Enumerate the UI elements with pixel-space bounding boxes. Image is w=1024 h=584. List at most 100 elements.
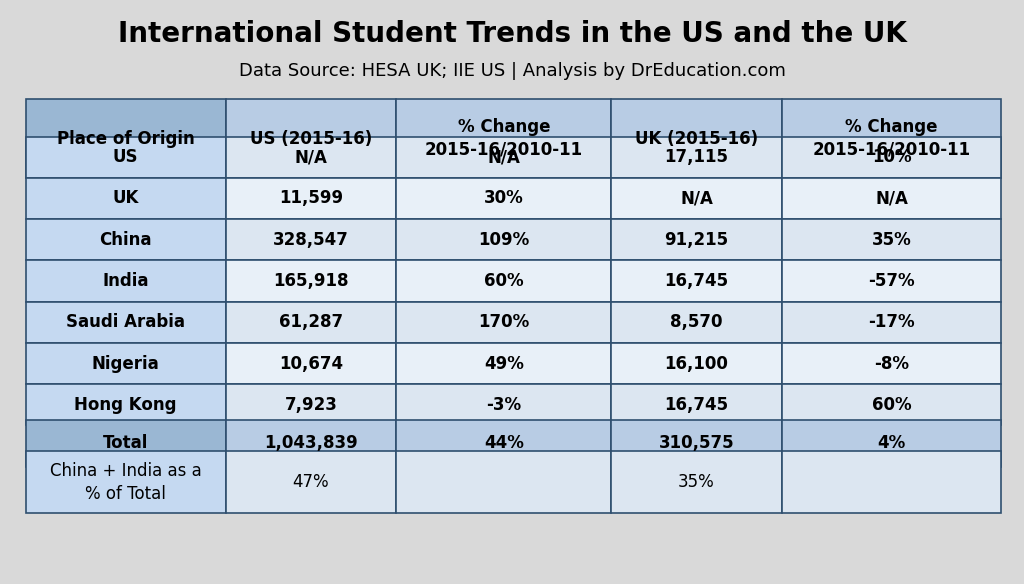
Text: 1,043,839: 1,043,839 xyxy=(264,434,358,453)
Text: 16,100: 16,100 xyxy=(665,354,728,373)
Bar xyxy=(225,219,396,260)
Text: UK: UK xyxy=(113,189,139,207)
Bar xyxy=(611,178,782,219)
Text: -8%: -8% xyxy=(874,354,909,373)
Bar xyxy=(782,420,1001,467)
Text: % Change
2015-16/2010-11: % Change 2015-16/2010-11 xyxy=(425,119,583,159)
Text: US (2015-16): US (2015-16) xyxy=(250,130,372,148)
Bar xyxy=(396,451,611,513)
Bar xyxy=(611,451,782,513)
Bar xyxy=(611,301,782,343)
Bar xyxy=(225,99,396,178)
Text: 60%: 60% xyxy=(871,396,911,414)
Text: N/A: N/A xyxy=(876,189,908,207)
Text: China: China xyxy=(99,231,152,249)
Text: 8,570: 8,570 xyxy=(671,313,723,331)
Bar xyxy=(782,99,1001,178)
Bar xyxy=(782,178,1001,219)
Bar xyxy=(225,451,396,513)
Text: 47%: 47% xyxy=(293,474,330,491)
Bar xyxy=(396,99,611,178)
Text: Hong Kong: Hong Kong xyxy=(75,396,177,414)
Bar xyxy=(396,260,611,301)
Bar xyxy=(225,384,396,426)
Text: 165,918: 165,918 xyxy=(273,272,349,290)
Bar xyxy=(611,99,782,178)
Bar xyxy=(225,260,396,301)
Text: -3%: -3% xyxy=(486,396,521,414)
Text: China + India as a
% of Total: China + India as a % of Total xyxy=(50,463,202,502)
Text: International Student Trends in the US and the UK: International Student Trends in the US a… xyxy=(118,20,906,48)
Bar xyxy=(26,343,225,384)
Text: Total: Total xyxy=(103,434,148,453)
Bar xyxy=(611,384,782,426)
Text: US: US xyxy=(113,148,138,166)
Text: -17%: -17% xyxy=(868,313,915,331)
Bar xyxy=(26,178,225,219)
Text: 30%: 30% xyxy=(484,189,523,207)
Bar xyxy=(396,384,611,426)
Bar xyxy=(782,260,1001,301)
Bar xyxy=(611,260,782,301)
Bar xyxy=(396,219,611,260)
Bar xyxy=(782,384,1001,426)
Bar xyxy=(26,260,225,301)
Bar xyxy=(225,301,396,343)
Bar xyxy=(782,451,1001,513)
Bar xyxy=(26,420,225,467)
Text: 60%: 60% xyxy=(484,272,523,290)
Text: 91,215: 91,215 xyxy=(665,231,728,249)
Text: 328,547: 328,547 xyxy=(273,231,349,249)
Text: -57%: -57% xyxy=(868,272,915,290)
Bar xyxy=(782,343,1001,384)
Bar xyxy=(611,137,782,178)
Text: 16,745: 16,745 xyxy=(665,272,728,290)
Bar xyxy=(782,301,1001,343)
Text: N/A: N/A xyxy=(487,148,520,166)
Text: 310,575: 310,575 xyxy=(658,434,734,453)
Text: Place of Origin: Place of Origin xyxy=(56,130,195,148)
Text: Nigeria: Nigeria xyxy=(92,354,160,373)
Bar xyxy=(225,137,396,178)
Text: 35%: 35% xyxy=(678,474,715,491)
Text: N/A: N/A xyxy=(680,189,713,207)
Bar xyxy=(782,219,1001,260)
Text: 49%: 49% xyxy=(483,354,523,373)
Text: N/A: N/A xyxy=(295,148,328,166)
Bar xyxy=(26,301,225,343)
Text: 16,745: 16,745 xyxy=(665,396,728,414)
Text: % Change
2015-16/2010-11: % Change 2015-16/2010-11 xyxy=(813,119,971,159)
Bar xyxy=(611,219,782,260)
Text: UK (2015-16): UK (2015-16) xyxy=(635,130,758,148)
Bar xyxy=(26,451,225,513)
Bar xyxy=(26,137,225,178)
Text: 109%: 109% xyxy=(478,231,529,249)
Bar xyxy=(396,178,611,219)
Bar xyxy=(225,420,396,467)
Text: 11,599: 11,599 xyxy=(279,189,343,207)
Text: Data Source: HESA UK; IIE US | Analysis by DrEducation.com: Data Source: HESA UK; IIE US | Analysis … xyxy=(239,62,785,81)
Text: 7,923: 7,923 xyxy=(285,396,338,414)
Bar xyxy=(396,137,611,178)
Text: 4%: 4% xyxy=(878,434,906,453)
Text: 170%: 170% xyxy=(478,313,529,331)
Bar xyxy=(611,343,782,384)
Bar xyxy=(396,343,611,384)
Text: 17,115: 17,115 xyxy=(665,148,728,166)
Bar xyxy=(225,178,396,219)
Text: 10,674: 10,674 xyxy=(279,354,343,373)
Bar xyxy=(225,343,396,384)
Bar xyxy=(396,301,611,343)
Text: 10%: 10% xyxy=(871,148,911,166)
Text: 35%: 35% xyxy=(871,231,911,249)
Text: 61,287: 61,287 xyxy=(279,313,343,331)
Text: 44%: 44% xyxy=(483,434,523,453)
Bar xyxy=(396,420,611,467)
Text: Saudi Arabia: Saudi Arabia xyxy=(67,313,185,331)
Text: India: India xyxy=(102,272,148,290)
Bar xyxy=(26,219,225,260)
Bar xyxy=(611,420,782,467)
Bar xyxy=(26,99,225,178)
Bar xyxy=(782,137,1001,178)
Bar xyxy=(26,384,225,426)
